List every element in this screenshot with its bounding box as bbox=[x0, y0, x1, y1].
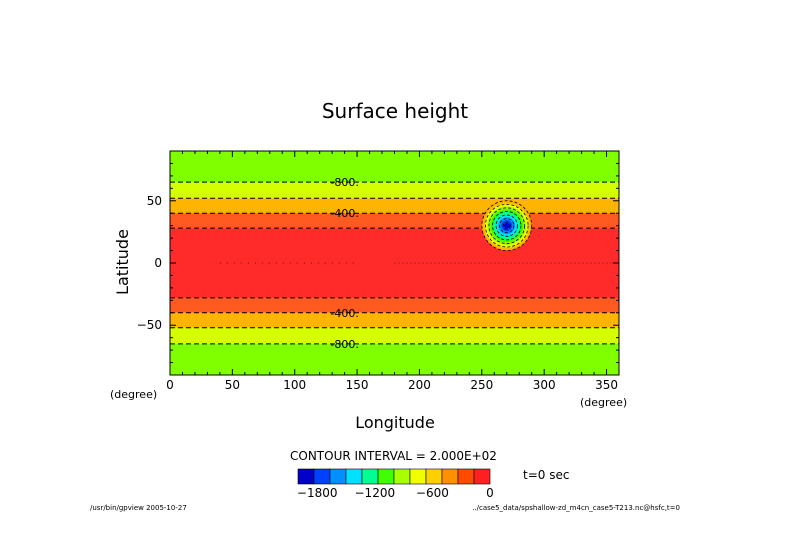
colorbar-swatch-8 bbox=[425, 468, 443, 485]
feature-contour-6 bbox=[502, 221, 511, 230]
x-axis-label: Longitude bbox=[355, 413, 435, 432]
y-tick-label-0: 50 bbox=[147, 194, 162, 208]
contour-interval-label: CONTOUR INTERVAL = 2.000E+02 bbox=[290, 449, 497, 463]
y-tick-label-1: 0 bbox=[154, 256, 162, 270]
colorbar: −1800 −1200 −600 0 bbox=[297, 468, 494, 500]
x-tick-label-1: 50 bbox=[225, 378, 240, 392]
band-5 bbox=[170, 297, 619, 313]
feature-contour-0 bbox=[481, 200, 533, 251]
x-tick-label-0: 0 bbox=[166, 378, 174, 392]
x-tick-label-3: 150 bbox=[346, 378, 369, 392]
colorbar-swatch-10 bbox=[457, 468, 475, 485]
feature-contour-4 bbox=[495, 214, 518, 237]
colorbar-swatch-6 bbox=[393, 468, 411, 485]
colorbar-swatch-3 bbox=[345, 468, 363, 485]
feature-contour-5 bbox=[499, 218, 515, 234]
footer-right: ../case5_data/spshallow-zd_m4cn_case5-T2… bbox=[472, 504, 680, 512]
contour-label-0: -800. bbox=[330, 176, 358, 189]
feature-contour-2 bbox=[488, 207, 525, 244]
x-tick-label-7: 350 bbox=[595, 378, 618, 392]
contour-label-1: -400. bbox=[330, 207, 358, 220]
colorbar-label-3: 0 bbox=[486, 486, 494, 500]
colorbar-swatch-4 bbox=[361, 468, 379, 485]
footer-left: /usr/bin/gpview 2005-10-27 bbox=[90, 504, 187, 512]
contour-label-3: -800. bbox=[330, 338, 358, 351]
contour-label-2: -400. bbox=[330, 307, 358, 320]
colorbar-swatch-11 bbox=[473, 468, 491, 485]
band-6 bbox=[170, 312, 619, 328]
colorbar-swatch-1 bbox=[313, 468, 331, 485]
feature-ring-8 bbox=[503, 222, 510, 229]
time-label: t=0 sec bbox=[523, 468, 569, 482]
plot-area: -800. -400. -400. -800. 0 50 100 150 200 250 300 35… bbox=[137, 150, 620, 392]
colorbar-swatch-2 bbox=[329, 468, 347, 485]
colorbar-label-0: −1800 bbox=[297, 486, 338, 500]
colorbar-label-1: −1200 bbox=[355, 486, 396, 500]
band-3 bbox=[170, 213, 619, 229]
band-0 bbox=[170, 151, 619, 183]
colorbar-swatch-7 bbox=[409, 468, 427, 485]
band-1 bbox=[170, 182, 619, 199]
y-tick-label-2: −50 bbox=[137, 318, 162, 332]
chart-title: Surface height bbox=[322, 99, 468, 123]
x-tick-label-4: 200 bbox=[408, 378, 431, 392]
x-tick-label-2: 100 bbox=[283, 378, 306, 392]
y-axis-unit: (degree) bbox=[110, 388, 157, 401]
x-axis-unit: (degree) bbox=[580, 396, 627, 409]
band-2 bbox=[170, 198, 619, 214]
colorbar-swatch-0 bbox=[297, 468, 315, 485]
band-7 bbox=[170, 327, 619, 344]
band-8 bbox=[170, 343, 619, 375]
x-tick-label-6: 300 bbox=[533, 378, 556, 392]
y-axis-label: Latitude bbox=[113, 229, 132, 295]
colorbar-label-2: −600 bbox=[416, 486, 449, 500]
feature-contour-3 bbox=[492, 211, 522, 241]
x-tick-label-5: 250 bbox=[470, 378, 493, 392]
colorbar-swatch-9 bbox=[441, 468, 459, 485]
colorbar-swatch-5 bbox=[377, 468, 395, 485]
feature-contour-1 bbox=[485, 203, 529, 248]
